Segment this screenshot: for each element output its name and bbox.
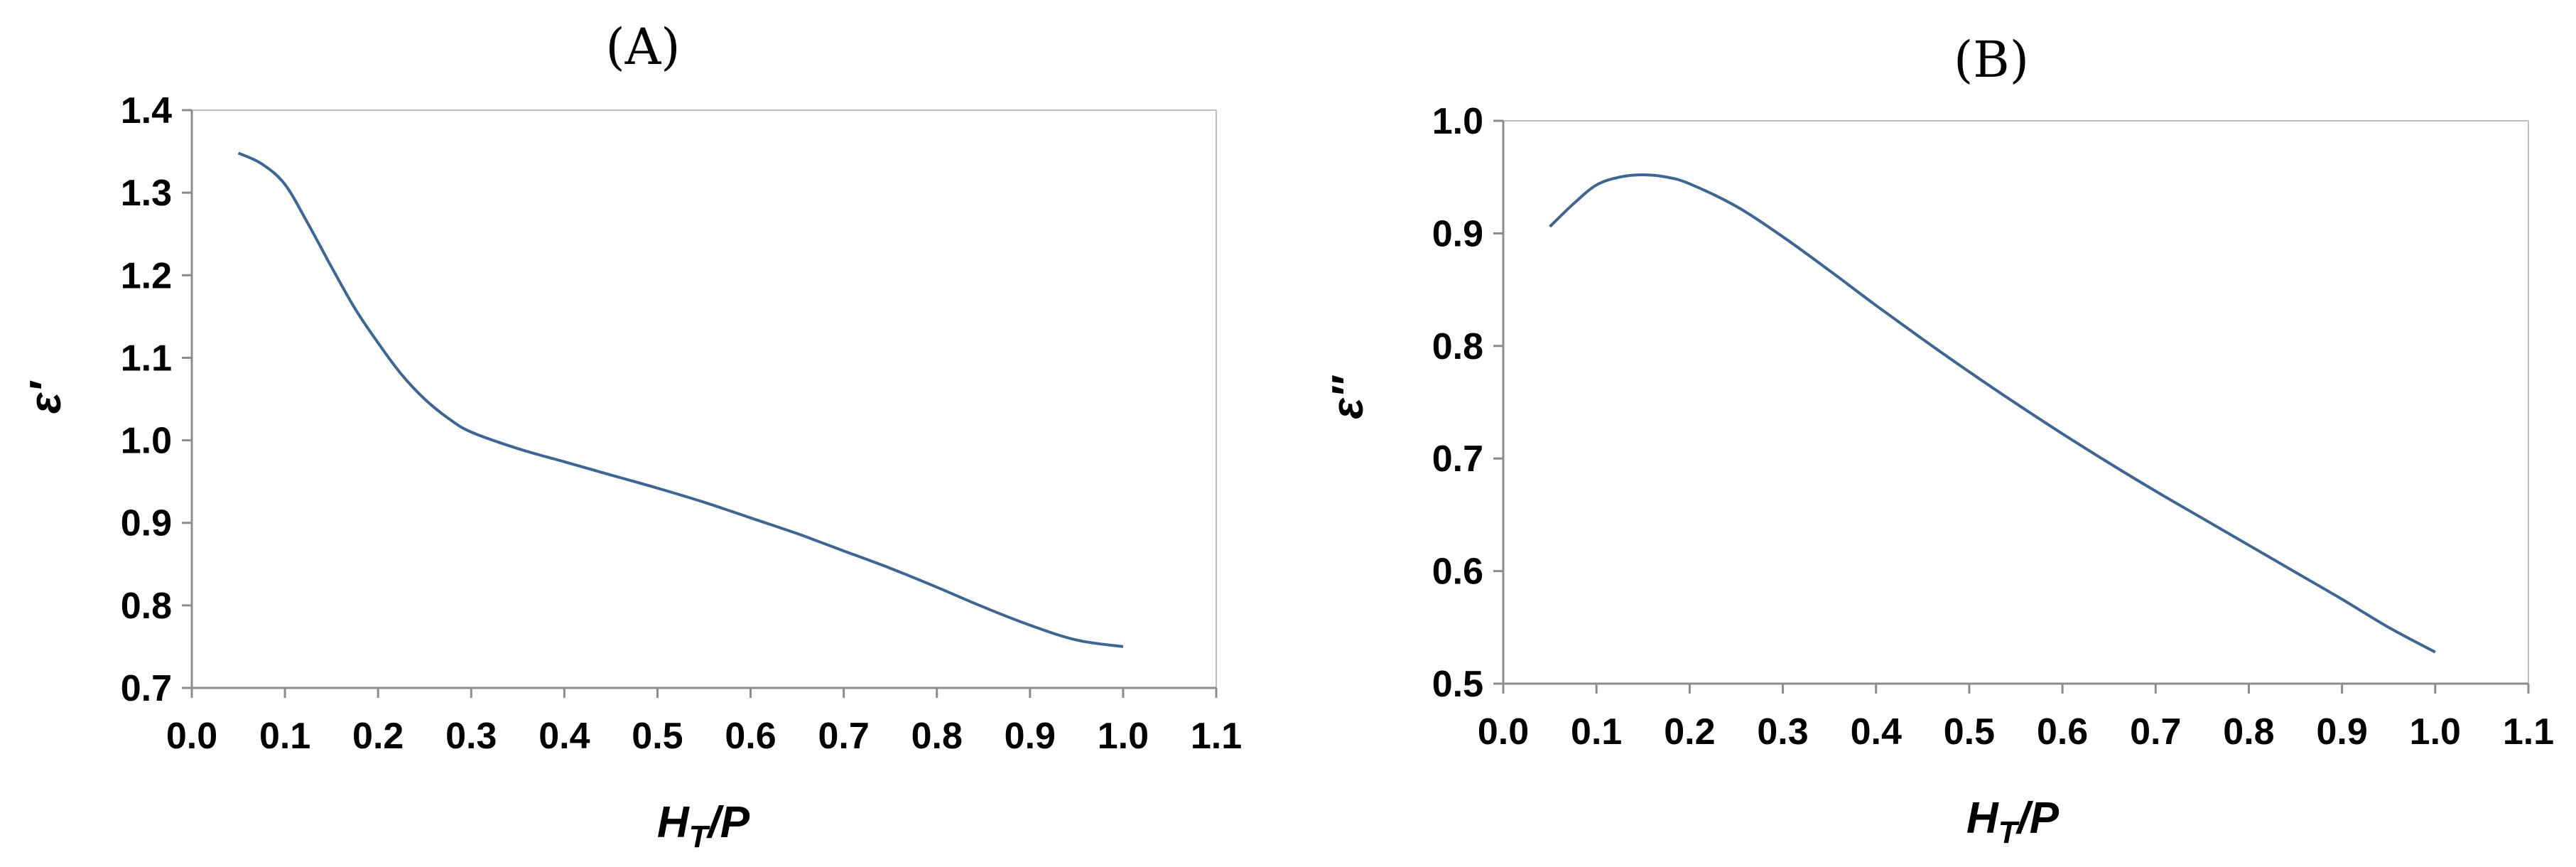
chart-b-xlabel-tail: /P (2015, 794, 2060, 843)
x-tick-label: 0.2 (352, 716, 404, 757)
chart-b-svg: (B) 0.0 0.1 0.2 0.3 0.4 0.5 0.6 0.7 0.8 0.9 1.0 1.1… (1324, 31, 2554, 850)
chart-a-series-line (237, 151, 1124, 648)
chart-a-title: (A) (605, 18, 680, 76)
x-tick-label: 0.9 (1005, 716, 1056, 757)
x-tick-label: 0.7 (2130, 711, 2181, 753)
y-tick-label: 1.3 (121, 173, 172, 214)
y-tick-label: 0.5 (1432, 664, 1483, 705)
x-tick-label: 0.1 (1571, 711, 1622, 753)
y-tick-label: 0.9 (121, 503, 172, 544)
x-tick-label: 0.5 (632, 716, 683, 757)
chart-b-x-axis-title: HT/P (1966, 794, 2060, 850)
chart-a-svg: (A) 0.0 0.1 0.2 0.3 0.4 0.5 0.6 0.7 0.8 0.9 1.0 1.1… (21, 18, 1242, 854)
chart-a-tick-labels: 0.0 0.1 0.2 0.3 0.4 0.5 0.6 0.7 0.8 0.9 1.0 1.1 0.7 0… (121, 90, 1242, 757)
x-tick-label: 0.1 (259, 716, 310, 757)
x-tick-label: 0.0 (166, 716, 217, 757)
y-tick-label: 0.6 (1432, 551, 1483, 593)
chart-a-xlabel-sub: T (689, 819, 710, 854)
chart-b-y-axis-title: ε′′ (1324, 375, 1373, 419)
x-tick-label: 0.8 (2223, 711, 2274, 753)
chart-b-xlabel-sub: T (1998, 815, 2020, 850)
y-tick-label: 1.0 (121, 421, 172, 462)
chart-b-tick-labels: 0.0 0.1 0.2 0.3 0.4 0.5 0.6 0.7 0.8 0.9 1.0 1.1 0.5 0… (1432, 101, 2554, 753)
x-tick-label: 1.0 (2410, 711, 2461, 753)
chart-a-y-axis-title: ε′ (21, 380, 70, 414)
chart-a-xlabel-tail: /P (706, 798, 750, 847)
chart-b-xlabel-main: H (1966, 794, 1999, 843)
chart-panel-b: (B) 0.0 0.1 0.2 0.3 0.4 0.5 0.6 0.7 0.8 0.9 1.0 1.1… (1288, 0, 2576, 867)
x-tick-label: 1.1 (2503, 711, 2554, 753)
y-tick-label: 0.8 (121, 586, 172, 627)
chart-b-series-line (1549, 173, 2436, 654)
chart-b-title: (B) (1954, 31, 2029, 89)
x-tick-label: 0.3 (445, 716, 497, 757)
y-tick-label: 0.9 (1432, 213, 1483, 254)
chart-a-ticks (182, 109, 1218, 698)
x-tick-label: 0.0 (1478, 711, 1529, 753)
x-tick-label: 0.4 (1851, 711, 1902, 753)
chart-panel-a: (A) 0.0 0.1 0.2 0.3 0.4 0.5 0.6 0.7 0.8 0.9 1.0 1.1… (21, 18, 1242, 854)
x-tick-label: 0.2 (1664, 711, 1715, 753)
y-tick-label: 0.8 (1432, 326, 1483, 367)
chart-a-xlabel-main: H (657, 798, 690, 847)
x-tick-label: 0.3 (1757, 711, 1808, 753)
y-tick-label: 1.4 (121, 90, 172, 131)
y-tick-label: 1.0 (1432, 101, 1483, 142)
x-tick-label: 1.0 (1098, 716, 1149, 757)
x-tick-label: 0.6 (725, 716, 776, 757)
x-tick-label: 0.7 (818, 716, 869, 757)
x-tick-label: 0.8 (911, 716, 963, 757)
chart-a-x-axis-title: HT/P (657, 798, 750, 854)
y-tick-label: 1.2 (121, 255, 172, 296)
chart-b-ticks (1493, 119, 2530, 694)
y-tick-label: 1.1 (121, 338, 172, 379)
x-tick-label: 0.4 (539, 716, 590, 757)
y-tick-label: 0.7 (121, 668, 172, 709)
x-tick-label: 1.1 (1191, 716, 1242, 757)
x-tick-label: 0.9 (2316, 711, 2367, 753)
x-tick-label: 0.5 (1944, 711, 1995, 753)
x-tick-label: 0.6 (2037, 711, 2088, 753)
y-tick-label: 0.7 (1432, 438, 1483, 480)
